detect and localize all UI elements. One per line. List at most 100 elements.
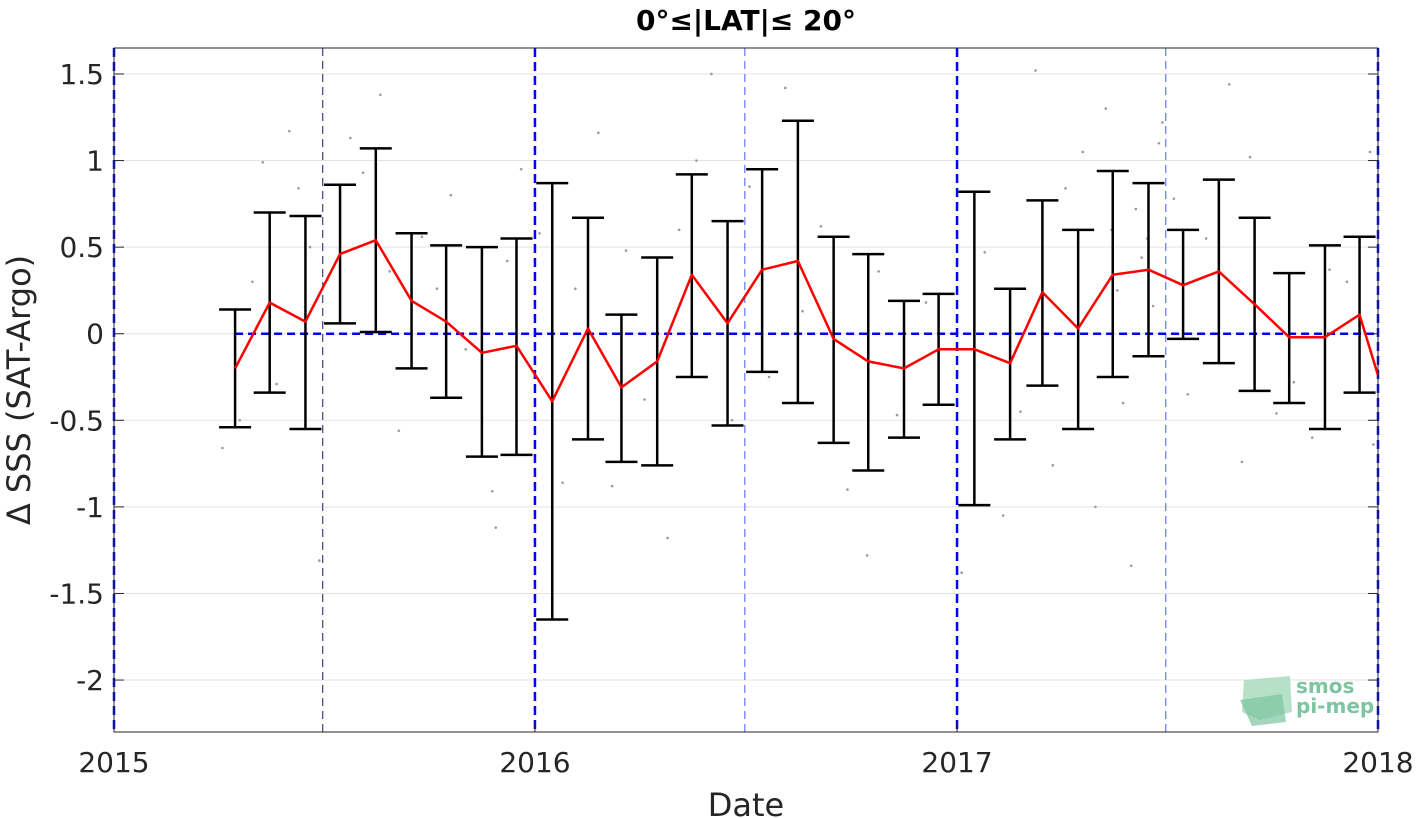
scatter-point	[490, 490, 494, 493]
logo-text-pi-mep: pi-mep	[1296, 694, 1374, 718]
mean-line	[233, 238, 1380, 403]
scatter-point	[1368, 150, 1372, 154]
scatter-point	[783, 86, 787, 90]
x-tick-label: 2015	[78, 746, 149, 779]
chart-title: 0°≤|LAT|≤ 20°	[636, 4, 856, 37]
scatter-point	[1227, 83, 1231, 86]
scatter-point	[1345, 280, 1349, 284]
scatter-point	[1310, 436, 1314, 439]
scatter-point	[748, 185, 751, 188]
scatter-point	[895, 413, 899, 417]
scatter-point	[1240, 460, 1244, 464]
x-tick-label: 2016	[499, 746, 570, 779]
logo-text-smos: smos	[1296, 674, 1354, 698]
scatter-point	[924, 301, 928, 304]
scatter-point	[767, 375, 771, 379]
x-axis-label: Date	[708, 786, 784, 818]
x-tick-label: 2018	[1342, 746, 1413, 779]
error-bars	[219, 119, 1376, 621]
scatter-point	[1104, 107, 1108, 110]
scatter-point	[1134, 207, 1138, 211]
scatter-point	[801, 309, 804, 313]
scatter-point	[349, 136, 352, 140]
scatter-point	[960, 571, 963, 574]
scatter-point	[505, 259, 509, 263]
year-lines	[112, 48, 1380, 732]
scatter-point	[643, 398, 646, 401]
scatter-point	[819, 225, 823, 228]
scatter-point	[449, 193, 453, 197]
scatter-point	[1081, 150, 1085, 154]
y-tick-label: 1	[86, 145, 104, 178]
scatter-point	[983, 251, 987, 254]
scatter-point	[494, 526, 498, 529]
y-tick-label: -2	[76, 664, 104, 697]
scatter-point	[666, 536, 669, 540]
plot-frame	[113, 47, 1379, 733]
scatter-point	[677, 228, 681, 232]
scatter-point	[624, 249, 628, 252]
y-tick-label: 1.5	[59, 58, 104, 91]
smos-pi-mep-logo: smos pi-mep	[1240, 674, 1374, 726]
scatter-point	[597, 131, 600, 135]
y-tick-label: -1	[76, 491, 104, 524]
scatter-point	[420, 235, 424, 239]
scatter-point	[397, 429, 401, 432]
scatter-point	[1129, 564, 1133, 568]
grid-lines	[114, 73, 1378, 681]
scatter-point	[361, 171, 365, 174]
axis-ticks: 1.5 1 0.5 0 -0.5 -1 -1.5 -2 2015 2016 2017 2018	[49, 58, 1413, 779]
scatter-point	[561, 481, 564, 484]
scatter-point	[1275, 412, 1278, 415]
scatter-point	[308, 245, 312, 249]
scatter-point	[1372, 443, 1375, 446]
scatter-point	[1248, 155, 1252, 159]
scatter-point	[877, 270, 880, 273]
scatter-point	[1034, 69, 1037, 72]
scatter-point	[1328, 268, 1331, 271]
mean-series-line	[233, 238, 1380, 403]
scatter-point	[435, 287, 439, 290]
scatter-point	[1161, 121, 1164, 124]
scatter-point	[1064, 186, 1067, 190]
scatter-point	[1001, 514, 1005, 517]
scatter-point	[388, 270, 391, 273]
scatter-point	[574, 287, 577, 290]
scatter-point	[1172, 197, 1176, 200]
scatter-point	[730, 419, 734, 422]
scatter-point	[610, 484, 614, 488]
y-tick-label: 0	[86, 318, 104, 351]
scatter-point	[1204, 237, 1208, 240]
scatter-point	[710, 72, 713, 76]
scatter-point	[1292, 380, 1296, 384]
scatter-point	[1019, 410, 1022, 413]
scatter-point	[297, 186, 300, 190]
scatter-point	[1157, 141, 1161, 145]
scatter-point	[238, 419, 242, 422]
scatter-point	[1116, 289, 1119, 292]
scatter-point	[695, 159, 698, 162]
scatter-point	[1151, 304, 1155, 308]
scatter-point	[261, 160, 265, 164]
scatter-point	[846, 488, 849, 491]
scatter-point	[1186, 393, 1190, 396]
scatter-point	[317, 559, 321, 562]
y-axis-label: Δ SSS (SAT-Argo)	[0, 255, 38, 525]
scatter-point	[287, 129, 291, 133]
scatter-point	[251, 280, 254, 284]
scatter-point	[1140, 256, 1143, 259]
scatter-point	[221, 446, 224, 450]
y-tick-label: -0.5	[49, 404, 104, 437]
y-tick-label: 0.5	[59, 231, 104, 264]
scatter-point	[275, 382, 278, 386]
scatter-point	[519, 167, 523, 171]
y-tick-label: -1.5	[49, 577, 104, 610]
x-tick-label: 2017	[921, 746, 992, 779]
logo-swoosh-icon-2	[1240, 694, 1286, 726]
scatter-point	[1051, 464, 1055, 467]
scatter-point	[379, 93, 382, 97]
scatter-point	[538, 231, 541, 235]
scatter-points	[221, 69, 1375, 574]
scatter-point	[1121, 401, 1125, 405]
